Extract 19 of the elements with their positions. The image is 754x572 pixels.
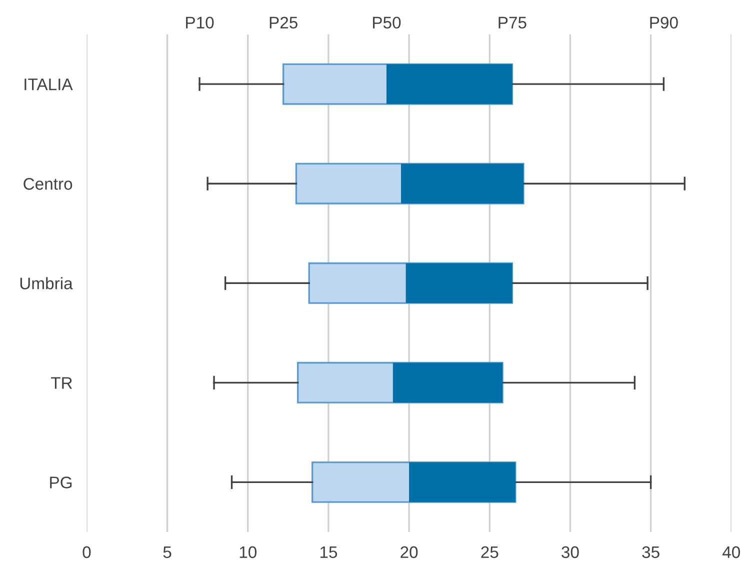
x-tick-label: 0 [82, 546, 91, 558]
text: P75 [498, 16, 526, 29]
text: P25 [270, 16, 298, 29]
y-tick-label: ITALIA [24, 78, 73, 90]
y-tick-label: Centro [24, 178, 72, 190]
text: P50 [373, 16, 401, 29]
x-tick-label: 10 [240, 546, 256, 558]
x-tick-label: 5 [163, 546, 172, 558]
x-tick-label: 25 [481, 546, 498, 558]
text: P10 [186, 16, 214, 29]
x-tick-label: 20 [400, 546, 418, 558]
x-tick-label: 35 [642, 546, 660, 558]
x-tick-label: 40 [722, 546, 740, 558]
y-tick-label: Umbria [20, 277, 73, 290]
x-tick-label: 15 [320, 546, 338, 558]
x-tick-label: 30 [562, 546, 579, 558]
y-tick-label: PG [50, 476, 72, 488]
y-tick-label: TR [50, 377, 72, 389]
text: P90 [650, 16, 678, 29]
